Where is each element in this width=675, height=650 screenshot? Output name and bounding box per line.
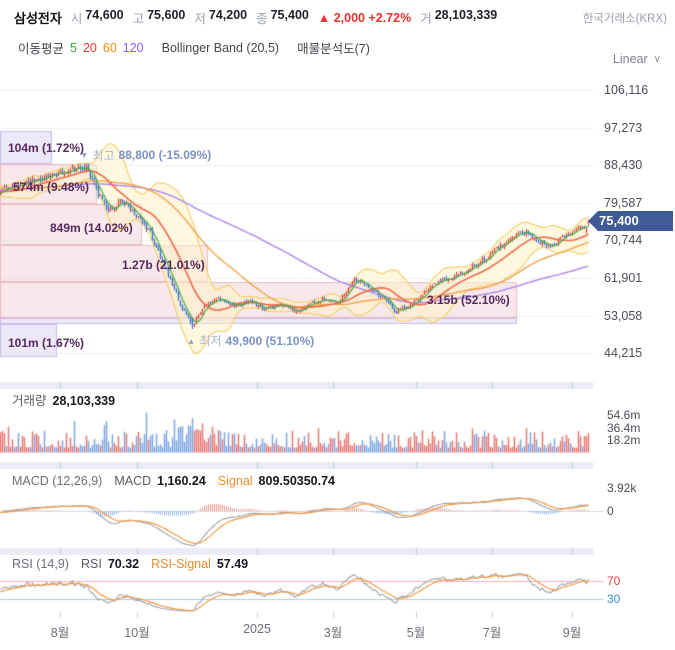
rsi-pane-header: RSI (14,9) RSI 70.32 RSI-Signal 57.49 <box>12 557 248 571</box>
macd-signal-label: Signal <box>217 474 253 488</box>
time-axis-label: 7월 <box>482 626 502 640</box>
triangle-down-icon: ▼ <box>80 150 89 161</box>
macd-value: 1,160.24 <box>157 474 206 488</box>
chevron-down-icon: ∨ <box>653 53 661 65</box>
ma-legend-label: 이동평균 <box>18 42 65 56</box>
volume-axis-label: 18.2m <box>607 433 641 447</box>
price-axis-label: 106,116 <box>604 83 649 97</box>
ma-period-20[interactable]: 20 <box>82 40 97 55</box>
ohlc-stat: 종 75,400 <box>256 8 309 27</box>
macd-signal-value: 809.50350.74 <box>258 474 336 488</box>
volume-profile-legend[interactable]: 매물분석도(7) <box>297 42 370 56</box>
stat-value: 74,600 <box>85 8 124 22</box>
high-marker-label: 최고 <box>92 148 115 163</box>
volume-pane-header: 거래량 28,103,339 <box>12 390 115 409</box>
volume-axis-label: 36.4m <box>607 420 641 435</box>
stat-value: 75,400 <box>270 8 309 22</box>
stat-value: 74,200 <box>208 8 248 22</box>
ohlc-stat: 고 75,600 <box>133 8 186 27</box>
price-axis-label: 97,273 <box>604 120 643 135</box>
volume-profile-zone-label: 104m (1.72%) <box>8 141 85 155</box>
time-axis-label: 3월 <box>323 626 343 640</box>
stat-label: 저 <box>194 12 206 26</box>
indicator-legend: 이동평균 5 20 60 120 Bollinger Band (20,5) 매물분석… <box>18 38 370 57</box>
price-axis-label: 53,058 <box>604 308 643 323</box>
volume-profile-zone-label: 101m (1.67%) <box>8 336 85 350</box>
low-price-marker: ▲ 최저 49,900 (51.10%) <box>187 332 314 349</box>
high-price-marker: ▼ 최고 88,800 (-15.09%) <box>80 147 211 164</box>
price-axis-label: 88,430 <box>604 158 643 173</box>
high-marker-value: 88,800 (-15.09%) <box>118 148 212 163</box>
price-change: ▲ 2,000 +2.72% <box>317 10 412 25</box>
volume-stat-value: 28,103,339 <box>434 8 498 22</box>
ohlc-stat: 시 74,600 <box>71 8 124 27</box>
current-price-badge: 75,400 <box>588 210 673 231</box>
stat-label: 시 <box>70 12 83 26</box>
ma-periods: 5 20 60 120 <box>70 41 144 55</box>
rsi-label: RSI <box>80 557 102 571</box>
current-price-value: 75,400 <box>598 210 673 231</box>
price-axis-label: 79,587 <box>604 195 643 210</box>
ohlc-stats: 시 74,600 고 75,600 저 74,200 종 75,400 <box>71 8 309 27</box>
triangle-up-icon: ▲ <box>187 335 196 346</box>
volume-stat: 거 28,103,339 <box>420 8 497 27</box>
price-axis-label: 44,215 <box>604 346 643 361</box>
scale-selector[interactable]: Linear ∨ <box>613 52 661 66</box>
time-axis-label: 9월 <box>562 626 582 640</box>
stat-value: 75,600 <box>147 8 186 22</box>
ma-period-5[interactable]: 5 <box>70 40 77 55</box>
rsi-title: RSI (14,9) <box>12 557 69 571</box>
stat-label: 고 <box>132 12 145 26</box>
rsi-signal-label: RSI-Signal <box>151 557 211 571</box>
ma-period-60[interactable]: 60 <box>102 40 117 55</box>
macd-axis-label: 3.92k <box>607 481 637 495</box>
scale-selector-value: Linear <box>612 52 648 66</box>
ma-legend[interactable]: 이동평균 5 20 60 120 <box>18 38 144 57</box>
macd-pane-header: MACD (12,26,9) MACD 1,160.24 Signal 809.… <box>12 474 335 488</box>
volume-label: 거래량 <box>12 394 47 408</box>
low-marker-value: 49,900 (51.10%) <box>225 333 315 348</box>
price-axis-label: 70,744 <box>604 233 643 248</box>
rsi-guide-label: 70 <box>607 574 621 588</box>
macd-axis-label: 0 <box>607 504 614 518</box>
volume-profile-zone-label: 3.15b (52.10%) <box>427 293 510 307</box>
volume-profile-zone-label: 1.27b (21.01%) <box>122 258 205 272</box>
header: 삼성전자 시 74,600 고 75,600 저 74,200 종 75,400 ▲ 2,00… <box>14 8 497 27</box>
exchange-label: 한국거래소(KRX) <box>582 13 667 25</box>
ma-period-120[interactable]: 120 <box>122 40 144 55</box>
volume-stat-label: 거 <box>420 12 432 26</box>
time-axis-label: 2025 <box>243 622 271 636</box>
badge-arrow-icon <box>588 210 598 231</box>
rsi-value: 70.32 <box>107 557 140 571</box>
rsi-guide-label: 30 <box>607 592 621 606</box>
macd-title: MACD (12,26,9) <box>12 474 103 488</box>
rsi-signal-value: 57.49 <box>216 557 249 571</box>
macd-label: MACD <box>114 474 152 488</box>
volume-value: 28,103,339 <box>52 394 116 408</box>
ohlc-stat: 저 74,200 <box>194 8 247 27</box>
stat-label: 종 <box>256 12 268 26</box>
volume-profile-zone-label: 574m (9.48%) <box>13 180 90 194</box>
bollinger-legend[interactable]: Bollinger Band (20,5) <box>161 40 280 55</box>
stock-name: 삼성전자 <box>14 11 62 26</box>
volume-axis-label: 54.6m <box>607 408 641 422</box>
time-axis-label: 8월 <box>50 626 70 640</box>
time-axis-label: 5월 <box>406 626 426 640</box>
volume-profile-zone-label: 849m (14.02%) <box>50 221 133 235</box>
low-marker-label: 최저 <box>199 334 222 349</box>
time-axis-label: 10월 <box>124 626 150 640</box>
price-axis-label: 61,901 <box>604 271 643 285</box>
